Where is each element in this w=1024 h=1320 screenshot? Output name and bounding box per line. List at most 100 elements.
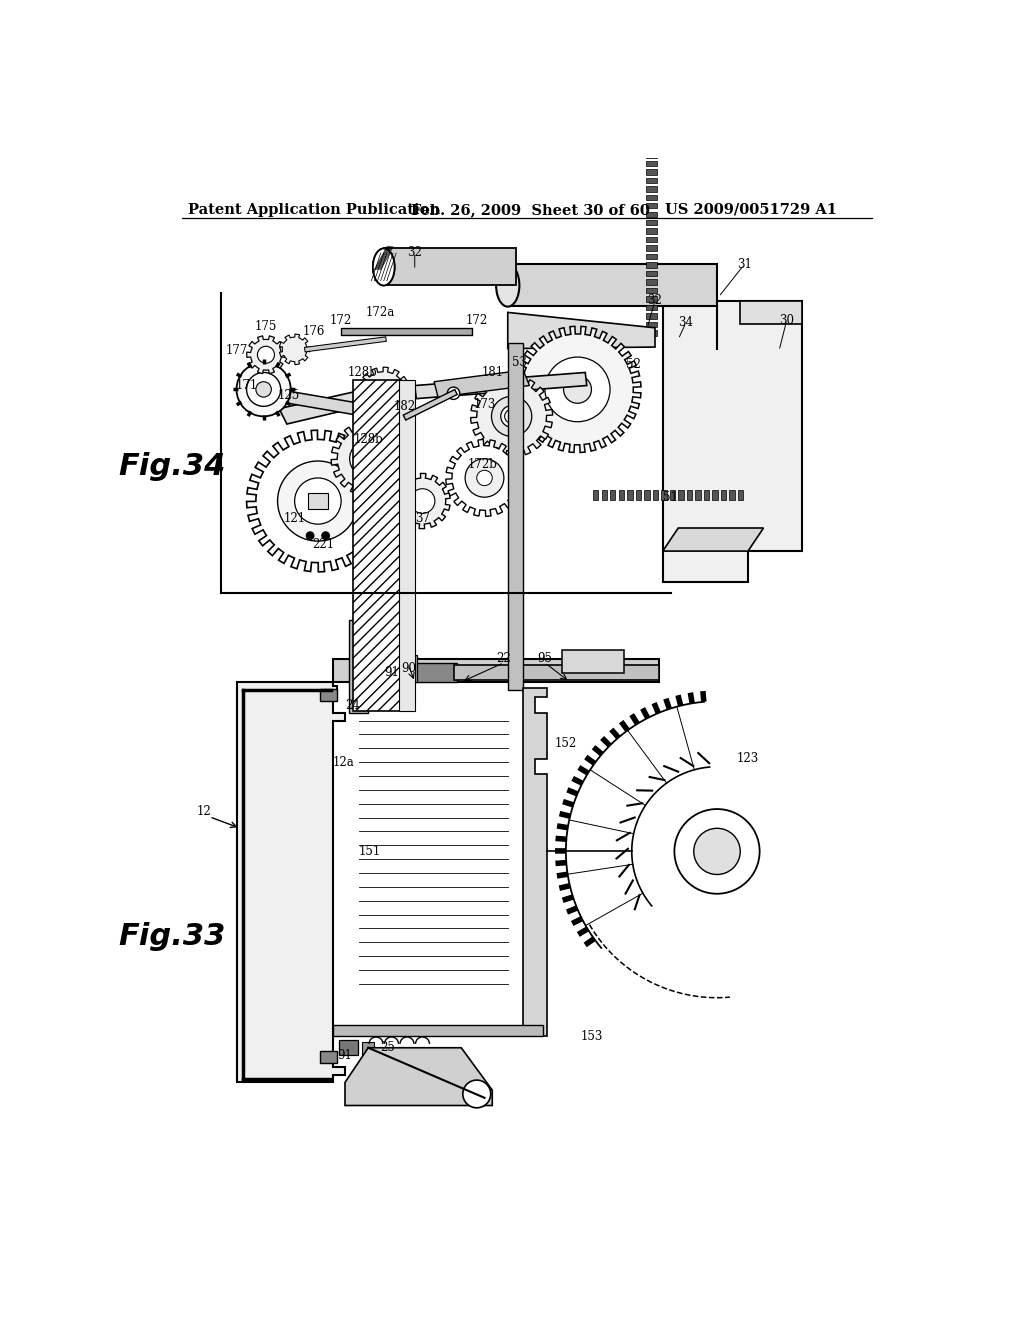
Ellipse shape [496, 264, 519, 306]
Bar [646, 194, 656, 199]
Bar [508, 264, 717, 306]
Text: 172a: 172a [366, 306, 394, 319]
Circle shape [463, 1080, 490, 1107]
Bar [610, 490, 615, 499]
Bar [646, 296, 656, 302]
Bar [646, 288, 656, 293]
Text: 12a: 12a [333, 756, 354, 770]
Circle shape [237, 363, 291, 416]
Circle shape [563, 376, 592, 404]
Circle shape [505, 409, 518, 424]
Text: 128b: 128b [353, 433, 383, 446]
Text: 172: 172 [330, 314, 352, 326]
Text: 25: 25 [380, 1041, 395, 1055]
Circle shape [322, 532, 330, 540]
Circle shape [675, 809, 760, 894]
Circle shape [349, 441, 387, 478]
Bar [308, 494, 328, 508]
Text: 153: 153 [581, 1030, 603, 1043]
Bar [646, 135, 656, 141]
Text: Fig.34: Fig.34 [119, 451, 226, 480]
Circle shape [306, 532, 314, 540]
Text: 152: 152 [555, 737, 577, 750]
Bar [334, 1024, 543, 1036]
Text: 171: 171 [236, 379, 258, 392]
Polygon shape [471, 376, 553, 457]
Text: 90: 90 [401, 661, 416, 675]
Circle shape [492, 396, 531, 437]
Polygon shape [514, 326, 641, 453]
Bar [652, 490, 658, 499]
Bar [627, 490, 633, 499]
Ellipse shape [373, 248, 394, 285]
Circle shape [465, 458, 504, 498]
Text: 121: 121 [284, 512, 306, 525]
Text: Fig.33: Fig.33 [119, 921, 226, 950]
Text: US 2009/0051729 A1: US 2009/0051729 A1 [665, 203, 837, 216]
Polygon shape [357, 367, 410, 420]
Polygon shape [252, 385, 369, 416]
Circle shape [477, 470, 493, 486]
Text: 182: 182 [393, 400, 416, 413]
Text: 221: 221 [312, 539, 335, 552]
Bar [646, 169, 656, 174]
Text: Patent Application Publication: Patent Application Publication [188, 203, 440, 216]
Circle shape [373, 383, 394, 404]
Text: Feb. 26, 2009  Sheet 30 of 60: Feb. 26, 2009 Sheet 30 of 60 [411, 203, 650, 216]
Polygon shape [434, 370, 529, 397]
Polygon shape [523, 688, 547, 1036]
Bar [646, 263, 656, 268]
Text: 172b: 172b [467, 458, 497, 471]
Bar [399, 380, 415, 711]
Polygon shape [663, 528, 764, 552]
Text: 172: 172 [466, 314, 487, 326]
Text: 32: 32 [408, 246, 422, 259]
Bar [384, 248, 515, 285]
Bar [646, 246, 656, 251]
Bar [415, 663, 458, 682]
Text: 37: 37 [415, 512, 430, 525]
Bar [646, 220, 656, 226]
Bar [644, 490, 649, 499]
Text: 128b: 128b [348, 366, 378, 379]
Bar [646, 330, 656, 335]
Circle shape [693, 829, 740, 875]
Bar [646, 238, 656, 243]
Bar [618, 490, 624, 499]
Bar [636, 490, 641, 499]
Polygon shape [247, 335, 285, 374]
Bar [646, 280, 656, 285]
Bar [362, 1041, 374, 1056]
Bar [646, 305, 656, 310]
Circle shape [400, 411, 414, 422]
Text: 53: 53 [512, 356, 527, 370]
Bar [646, 186, 656, 191]
Polygon shape [740, 301, 802, 323]
Text: 91: 91 [384, 667, 399, 680]
Bar [646, 322, 656, 327]
Ellipse shape [373, 248, 394, 285]
Bar [646, 313, 656, 318]
Bar [349, 620, 369, 713]
Text: 22: 22 [497, 652, 511, 665]
Bar [334, 659, 658, 682]
Text: 24: 24 [345, 698, 360, 711]
Bar [687, 490, 692, 499]
Bar [703, 490, 710, 499]
Circle shape [410, 488, 435, 513]
Polygon shape [247, 430, 389, 572]
Polygon shape [415, 372, 587, 399]
Bar [646, 203, 656, 209]
Text: 173: 173 [473, 399, 496, 412]
Text: 31: 31 [736, 259, 752, 271]
Circle shape [360, 451, 376, 466]
Text: 12: 12 [197, 805, 211, 818]
Bar [678, 490, 684, 499]
Bar [339, 1040, 358, 1056]
Polygon shape [345, 1048, 493, 1106]
Polygon shape [237, 682, 345, 1082]
Bar [670, 490, 675, 499]
Text: 51: 51 [664, 491, 678, 504]
Bar [403, 655, 417, 682]
Circle shape [447, 387, 460, 400]
